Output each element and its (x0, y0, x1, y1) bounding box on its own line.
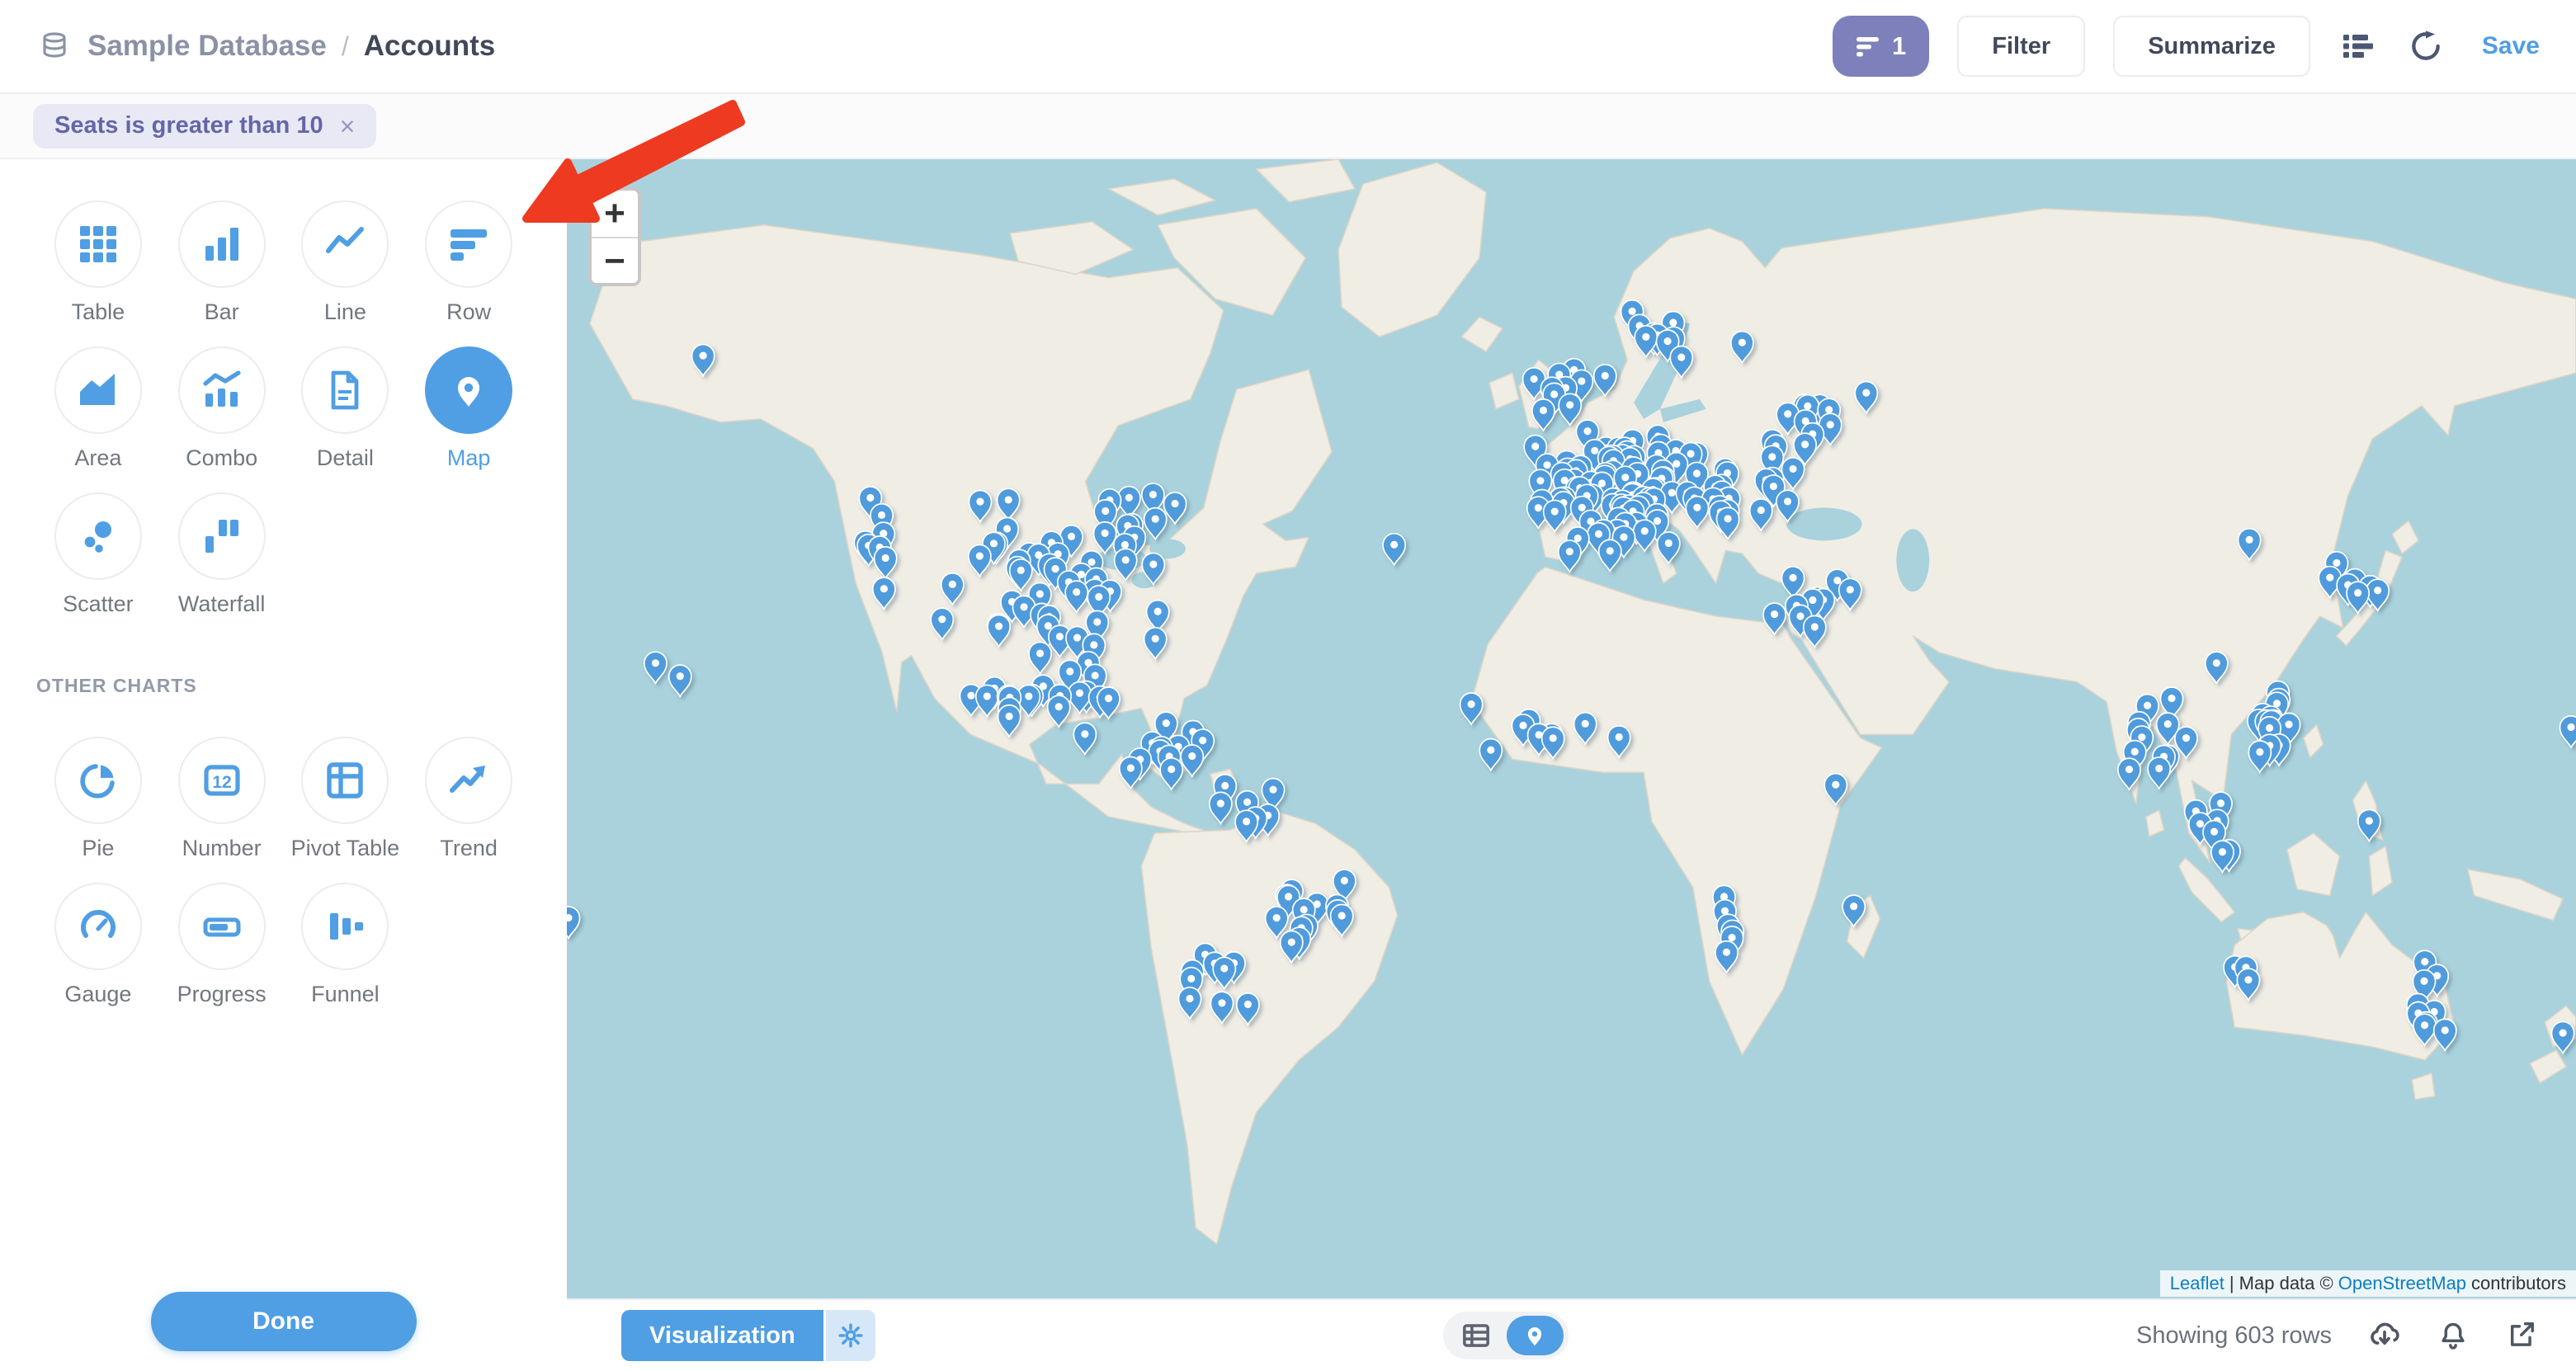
chart-type-detail[interactable]: Detail (284, 346, 408, 471)
header: Sample Database / Accounts 1 Filter Summ… (0, 0, 2576, 94)
attribution-suffix: contributors (2471, 1273, 2566, 1293)
toggle-map-view[interactable] (1506, 1316, 1564, 1355)
chart-type-scatter[interactable]: Scatter (36, 492, 160, 617)
table-map-toggle (1442, 1312, 1569, 1359)
toggle-table-view[interactable] (1448, 1316, 1505, 1355)
share-icon[interactable] (2505, 1320, 2536, 1351)
trend-icon (450, 766, 486, 793)
row-chart-icon (451, 229, 488, 261)
filter-chip-remove-icon[interactable]: × (339, 111, 356, 141)
map-zoom-control: + − (588, 187, 641, 286)
row-count: Showing 603 rows (2136, 1322, 2332, 1349)
chart-type-gauge[interactable]: Gauge (36, 883, 160, 1007)
other-chart-grid: Pie 12 Number Pivot Table (36, 737, 531, 1007)
attribution-text: | Map data © (2229, 1273, 2333, 1293)
openstreetmap-link[interactable]: OpenStreetMap (2338, 1273, 2467, 1293)
gear-icon (838, 1323, 863, 1348)
refresh-icon[interactable] (2406, 26, 2446, 66)
applied-filters-count: 1 (1892, 31, 1907, 60)
right-column: + − Leaflet | Map data © OpenStreetMap c… (567, 159, 2576, 1371)
chart-type-sidebar: Table Bar Line (0, 159, 567, 1371)
chart-type-progress[interactable]: Progress (160, 883, 284, 1007)
main-chart-grid: Table Bar Line (36, 200, 531, 617)
zoom-in-button[interactable]: + (592, 191, 638, 237)
filter-strip: Seats is greater than 10 × (0, 94, 2576, 159)
database-icon (36, 28, 73, 64)
map-attribution: Leaflet | Map data © OpenStreetMap contr… (2159, 1270, 2576, 1297)
filter-chip-label: Seats is greater than 10 (54, 112, 323, 139)
chart-type-line[interactable]: Line (284, 200, 408, 325)
pivot-table-icon (327, 762, 364, 799)
funnel-icon (1857, 37, 1880, 57)
chart-type-trend[interactable]: Trend (407, 737, 531, 861)
combo-chart-icon (203, 370, 241, 407)
map-view-icon (1528, 1327, 1542, 1346)
chart-type-pivot-table[interactable]: Pivot Table (284, 737, 408, 861)
filter-button[interactable]: Filter (1957, 16, 2086, 77)
visualization-button[interactable]: Visualization (621, 1310, 823, 1361)
table-icon (79, 226, 116, 262)
waterfall-icon (205, 520, 238, 553)
number-icon: 12 (204, 765, 240, 796)
bar-chart-icon (205, 228, 238, 261)
chart-type-number[interactable]: 12 Number (160, 737, 284, 861)
table-view-icon (1463, 1324, 1490, 1347)
chart-type-area[interactable]: Area (36, 346, 160, 471)
breadcrumb-table[interactable]: Accounts (363, 30, 496, 62)
visualization-button-group: Visualization (621, 1310, 875, 1361)
chart-type-table[interactable]: Table (36, 200, 160, 325)
world-map[interactable]: + − Leaflet | Map data © OpenStreetMap c… (567, 159, 2576, 1298)
chart-type-funnel[interactable]: Funnel (284, 883, 408, 1007)
svg-text:12: 12 (212, 773, 231, 792)
area-chart-icon (79, 374, 115, 405)
content: Table Bar Line (0, 159, 2576, 1371)
leaflet-link[interactable]: Leaflet (2169, 1273, 2225, 1293)
done-button[interactable]: Done (150, 1292, 417, 1351)
save-button[interactable]: Save (2481, 32, 2540, 59)
detail-icon (331, 370, 359, 410)
chart-type-combo[interactable]: Combo (160, 346, 284, 471)
footer: Visualization (567, 1298, 2576, 1371)
footer-right: Showing 603 rows (2136, 1319, 2536, 1352)
other-charts-header: OTHER CHARTS (36, 675, 197, 696)
map-pin-icon (458, 377, 480, 407)
chart-type-row[interactable]: Row (407, 200, 531, 325)
visualization-settings-button[interactable] (825, 1310, 875, 1361)
gauge-icon (80, 910, 116, 938)
header-actions: 1 Filter Summarize Save (1833, 16, 2540, 77)
chart-type-map[interactable]: Map (407, 346, 531, 471)
chart-type-bar[interactable]: Bar (160, 200, 284, 325)
breadcrumb: Sample Database / Accounts (36, 28, 495, 64)
map-canvas (567, 159, 2576, 1298)
chart-type-waterfall[interactable]: Waterfall (160, 492, 284, 617)
breadcrumb-separator: / (341, 31, 349, 61)
pie-chart-icon (80, 764, 115, 799)
summarize-button[interactable]: Summarize (2113, 16, 2310, 77)
filter-chip[interactable]: Seats is greater than 10 × (33, 103, 377, 148)
funnel-chart-icon (330, 913, 364, 940)
applied-filters-pill[interactable]: 1 (1833, 16, 1930, 77)
zoom-out-button[interactable]: − (592, 237, 638, 283)
download-icon[interactable] (2368, 1319, 2401, 1352)
progress-icon (203, 917, 241, 937)
notification-bell-icon[interactable] (2437, 1320, 2469, 1351)
map-land (589, 159, 2576, 1246)
chart-type-pie[interactable]: Pie (36, 737, 160, 861)
scatter-icon (84, 521, 111, 553)
notebook-icon[interactable] (2338, 29, 2378, 64)
line-chart-icon (326, 227, 365, 253)
breadcrumb-database[interactable]: Sample Database (87, 30, 327, 62)
